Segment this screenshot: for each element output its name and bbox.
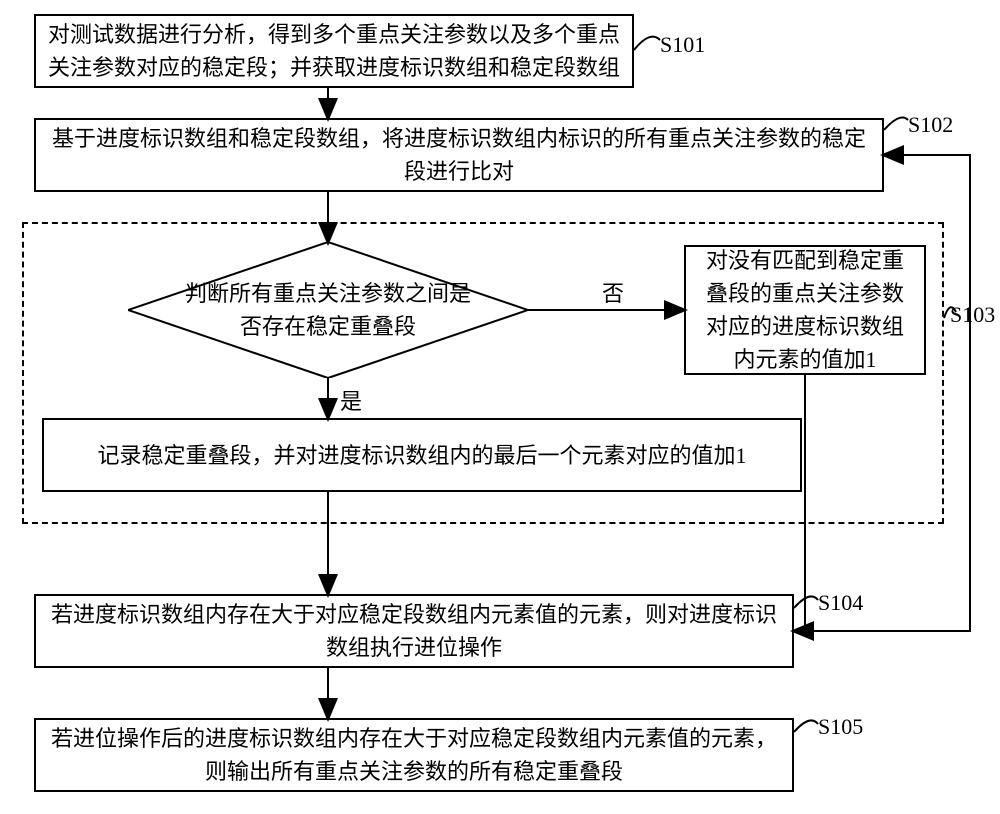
step-s101-text: 对测试数据进行分析，得到多个重点关注参数以及多个重点关注参数对应的稳定段；并获取…: [46, 18, 622, 84]
decision-s103-text: 判断所有重点关注参数之间是否存在稳定重叠段: [178, 277, 478, 343]
label-s105-text: S105: [818, 714, 863, 739]
hook-s105: [794, 720, 818, 732]
hook-s101: [634, 37, 660, 50]
edge-label-no: 否: [600, 276, 626, 308]
edge-label-yes-text: 是: [340, 389, 362, 414]
label-s104-text: S104: [818, 590, 863, 615]
label-s104: S104: [818, 590, 863, 616]
step-s101: 对测试数据进行分析，得到多个重点关注参数以及多个重点关注参数对应的稳定段；并获取…: [34, 14, 634, 88]
decision-s103-text-wrap: 判断所有重点关注参数之间是否存在稳定重叠段: [178, 262, 478, 358]
step-s104-text: 若进度标识数组内存在大于对应稳定段数组内元素值的元素，则对进度标识数组执行进位操…: [46, 598, 782, 664]
step-s103-no-text: 对没有匹配到稳定重叠段的重点关注参数对应的进度标识数组内元素的值加1: [696, 244, 914, 376]
label-s101: S101: [660, 32, 705, 58]
label-s103: S103: [950, 302, 995, 328]
step-s103-no: 对没有匹配到稳定重叠段的重点关注参数对应的进度标识数组内元素的值加1: [684, 245, 926, 375]
label-s102-text: S102: [908, 112, 953, 137]
step-s104: 若进度标识数组内存在大于对应稳定段数组内元素值的元素，则对进度标识数组执行进位操…: [34, 594, 794, 668]
edge-label-yes: 是: [338, 384, 364, 416]
step-s103-yes-text: 记录稳定重叠段，并对进度标识数组内的最后一个元素对应的值加1: [97, 439, 746, 472]
label-s105: S105: [818, 714, 863, 740]
label-s103-text: S103: [950, 302, 995, 327]
step-s102-text: 基于进度标识数组和稳定段数组，将进度标识数组内标识的所有重点关注参数的稳定段进行…: [46, 122, 872, 188]
hook-s104: [794, 596, 818, 608]
step-s102: 基于进度标识数组和稳定段数组，将进度标识数组内标识的所有重点关注参数的稳定段进行…: [34, 118, 884, 192]
step-s105: 若进位操作后的进度标识数组内存在大于对应稳定段数组内元素值的元素，则输出所有重点…: [34, 718, 794, 792]
step-s105-text: 若进位操作后的进度标识数组内存在大于对应稳定段数组内元素值的元素，则输出所有重点…: [46, 722, 782, 788]
hook-s102: [884, 118, 908, 130]
label-s101-text: S101: [660, 32, 705, 57]
label-s102: S102: [908, 112, 953, 138]
step-s103-yes: 记录稳定重叠段，并对进度标识数组内的最后一个元素对应的值加1: [42, 418, 802, 492]
edge-label-no-text: 否: [602, 281, 624, 306]
